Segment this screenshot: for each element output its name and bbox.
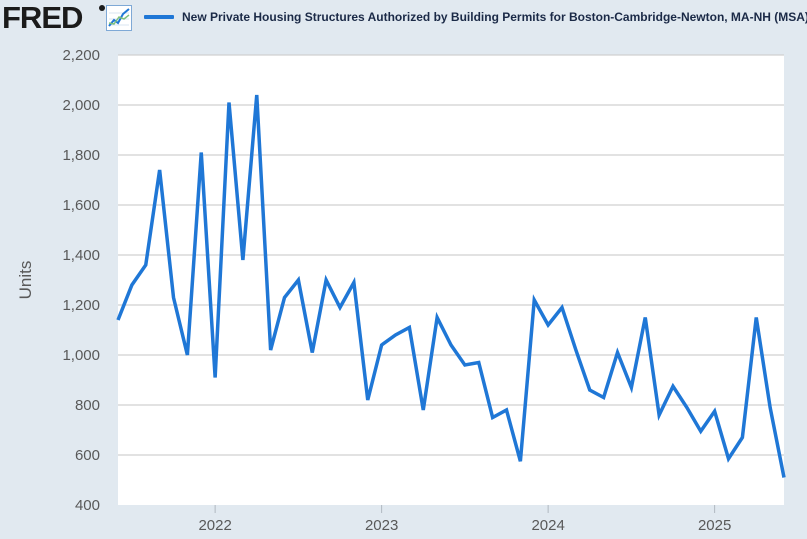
data-point[interactable]	[322, 276, 330, 284]
y-tick-label: 2,200	[62, 47, 100, 64]
data-point[interactable]	[281, 294, 289, 302]
y-tick-label: 800	[75, 397, 100, 414]
data-point[interactable]	[627, 384, 635, 392]
y-tick-label: 1,800	[62, 147, 100, 164]
data-point[interactable]	[530, 296, 538, 304]
data-point[interactable]	[725, 455, 733, 463]
data-point[interactable]	[294, 276, 302, 284]
y-axis: 400 600 800 1,000 1,200 1,400 1,600 1,800 2,000 2…	[62, 47, 100, 514]
data-point[interactable]	[558, 304, 566, 312]
data-point[interactable]	[211, 374, 219, 382]
y-axis-title: Units	[16, 261, 35, 300]
data-point[interactable]	[544, 321, 552, 329]
x-tick-label: 2022	[198, 517, 231, 534]
line-chart-icon[interactable]	[106, 5, 132, 31]
data-point[interactable]	[225, 99, 233, 107]
data-point[interactable]	[780, 474, 788, 482]
data-point[interactable]	[641, 314, 649, 322]
x-tick-label: 2025	[698, 517, 731, 534]
data-point[interactable]	[600, 394, 608, 402]
series-group	[114, 91, 788, 482]
data-point[interactable]	[697, 427, 705, 435]
x-tick-label: 2024	[531, 517, 564, 534]
data-point[interactable]	[239, 256, 247, 264]
data-point[interactable]	[405, 324, 413, 332]
logo-dot-icon	[99, 5, 105, 11]
y-tick-label: 1,000	[62, 347, 100, 364]
data-point[interactable]	[489, 414, 497, 422]
data-point[interactable]	[336, 304, 344, 312]
data-point[interactable]	[669, 382, 677, 390]
data-point[interactable]	[683, 404, 691, 412]
chart-header: FRED New Private Housing Structures Auth…	[0, 0, 807, 35]
y-tick-label: 1,600	[62, 197, 100, 214]
data-point[interactable]	[738, 434, 746, 442]
data-point[interactable]	[752, 314, 760, 322]
data-point[interactable]	[364, 396, 372, 404]
data-point[interactable]	[156, 166, 164, 174]
data-point[interactable]	[655, 411, 663, 419]
fred-logo[interactable]: FRED	[2, 0, 83, 35]
data-point[interactable]	[308, 349, 316, 357]
plot-area	[118, 55, 784, 505]
data-point[interactable]	[142, 261, 150, 269]
data-point[interactable]	[267, 346, 275, 354]
series-line[interactable]	[116, 94, 786, 478]
y-tick-label: 400	[75, 497, 100, 514]
data-point[interactable]	[516, 457, 524, 465]
x-tick-label: 2023	[365, 517, 398, 534]
data-point[interactable]	[614, 349, 622, 357]
data-point[interactable]	[475, 359, 483, 367]
data-point[interactable]	[766, 404, 774, 412]
y-tick-label: 1,400	[62, 247, 100, 264]
y-tick-label: 2,000	[62, 97, 100, 114]
y-tick-label: 1,200	[62, 297, 100, 314]
data-point[interactable]	[711, 407, 719, 415]
data-point[interactable]	[170, 294, 178, 302]
data-point[interactable]	[378, 341, 386, 349]
data-point[interactable]	[128, 281, 136, 289]
data-point[interactable]	[461, 361, 469, 369]
data-point[interactable]	[586, 386, 594, 394]
data-point[interactable]	[350, 279, 358, 287]
data-point[interactable]	[419, 406, 427, 414]
legend-swatch	[144, 15, 174, 19]
data-point[interactable]	[114, 316, 122, 324]
data-point[interactable]	[503, 406, 511, 414]
legend-label: New Private Housing Structures Authorize…	[182, 10, 807, 24]
data-point[interactable]	[392, 331, 400, 339]
data-point[interactable]	[572, 346, 580, 354]
x-axis: 2022 2023 2024 2025	[198, 505, 731, 534]
data-point[interactable]	[183, 351, 191, 359]
chart-legend: New Private Housing Structures Authorize…	[144, 8, 807, 26]
y-tick-label: 600	[75, 447, 100, 464]
data-point[interactable]	[433, 314, 441, 322]
data-point[interactable]	[253, 91, 261, 99]
data-point[interactable]	[197, 149, 205, 157]
data-point[interactable]	[447, 341, 455, 349]
